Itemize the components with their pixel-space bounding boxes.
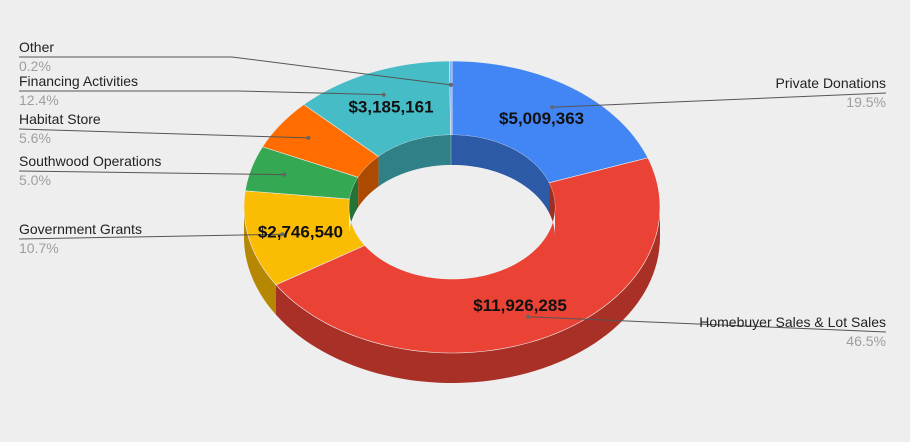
leader-private-donations [552,92,887,108]
label-southwood-operations: Southwood Operations [19,153,161,169]
slice-side-government-grants [244,207,276,315]
value-financing-activities: $3,185,161 [348,98,433,117]
leader-dot-government-grants [280,232,285,237]
leader-other [19,56,451,86]
label-homebuyer-sales-and-lot-sales: Homebuyer Sales & Lot Sales [699,314,886,330]
percent-private-donations: 19.5% [846,94,886,110]
percent-other: 0.2% [19,58,51,74]
leader-dot-habitat-store [306,135,311,140]
slice-inner-financing-activities-1 [378,135,451,187]
leader-government-grants [18,233,283,240]
percent-government-grants: 10.7% [19,240,59,256]
value-private-donations: $5,009,363 [499,109,584,128]
leader-habitat-store [18,128,309,139]
leader-financing-activities [19,90,384,96]
label-private-donations: Private Donations [775,75,886,91]
value-government-grants: $2,746,540 [258,222,343,241]
percent-homebuyer-sales-and-lot-sales: 46.5% [846,333,886,349]
leader-homebuyer-sales-and-lot-sales [528,316,887,333]
leader-dot-homebuyer-sales-and-lot-sales [526,314,531,319]
donut-sides [244,207,660,383]
donut-slices [243,60,661,354]
label-government-grants: Government Grants [19,221,142,237]
slice-inner-other-1 [450,135,452,166]
label-financing-activities: Financing Activities [19,73,138,89]
slice-inner-southwood-operations-1 [349,177,359,230]
label-habitat-store: Habitat Store [19,111,101,127]
slice-inner-private-donations-0 [452,135,549,213]
slice-labels: Private Donations 19.5% Homebuyer Sales & … [19,39,886,349]
leader-dot-private-donations [550,105,555,110]
leader-dot-southwood-operations [282,172,287,177]
percent-financing-activities: 12.4% [19,92,59,108]
donut-hole [349,165,555,279]
slice-side-homebuyer-sales-and-lot-sales [275,207,660,383]
value-homebuyer-sales-and-lot-sales: $11,926,285 [473,296,567,315]
percent-habitat-store: 5.6% [19,130,51,146]
value-labels: $5,009,363 $11,926,285 $2,746,540 $3,185,16… [258,98,584,315]
slice-inner-habitat-store-1 [358,156,379,208]
percent-southwood-operations: 5.0% [19,172,51,188]
leader-dot-financing-activities [381,92,386,97]
leader-southwood-operations [18,170,285,176]
leader-dot-other [448,82,453,87]
leader-lines [18,56,887,333]
label-other: Other [19,39,54,55]
